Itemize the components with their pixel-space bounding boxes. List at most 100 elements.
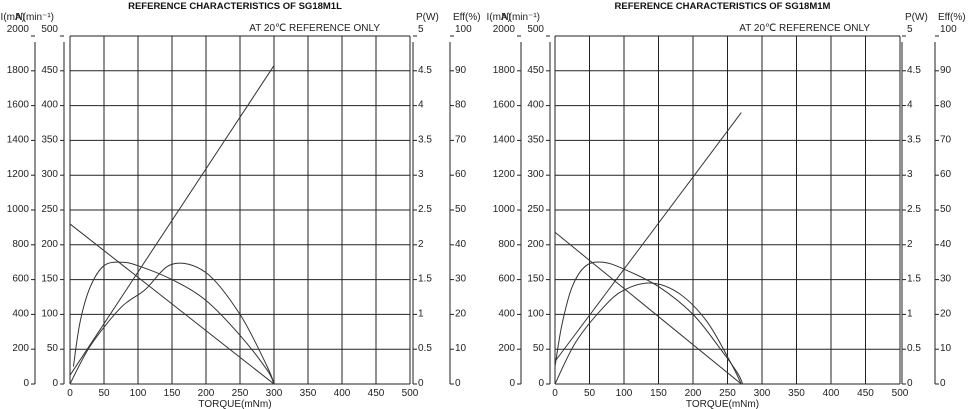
- axis-tick-label-speed: 500: [41, 24, 58, 35]
- x-tick-label: 250: [232, 388, 249, 399]
- axis-tick-label-current: 200: [498, 343, 515, 354]
- chart-title: REFERENCE CHARACTERISTICS OF SG18M1L: [128, 1, 342, 12]
- x-tick-label: 200: [685, 388, 702, 399]
- x-tick-label: 450: [857, 388, 874, 399]
- axis-title-efficiency: Eff(%): [453, 12, 481, 23]
- axis-title-current: I(mA): [487, 12, 511, 23]
- axis-tick-label-speed: 150: [41, 274, 58, 285]
- x-tick-label: 100: [616, 388, 633, 399]
- axis-tick-label-speed: 50: [47, 343, 59, 354]
- axis-tick-label-current: 400: [498, 308, 515, 319]
- x-tick-label: 100: [130, 388, 147, 399]
- axis-tick-label-speed: 350: [41, 134, 58, 145]
- axis-tick-label-power: 3: [907, 169, 913, 180]
- axis-title-power: P(W): [416, 12, 439, 23]
- axis-tick-label-speed: 250: [41, 204, 58, 215]
- axis-tick-label-power: 1: [907, 308, 913, 319]
- axis-title-current: I(mA): [1, 12, 25, 23]
- axis-tick-label-power: 0.5: [907, 343, 921, 354]
- axis-tick-label-current: 800: [12, 239, 29, 250]
- axis-tick-label-current: 1200: [493, 169, 516, 180]
- x-tick-label: 250: [719, 388, 736, 399]
- axis-tick-label-speed: 50: [533, 343, 545, 354]
- axis-tick-label-power: 4.5: [418, 65, 432, 76]
- plot-grid: [69, 35, 411, 385]
- axis-tick-label-efficiency: 100: [455, 24, 472, 35]
- axis-tick-label-efficiency: 30: [455, 274, 467, 285]
- axis-tick-label-power: 1.5: [418, 274, 432, 285]
- plot-grid: [554, 35, 901, 385]
- axis-tick-label-efficiency: 70: [940, 134, 952, 145]
- axis-title-speed: N(min⁻¹): [501, 12, 540, 23]
- axis-current: 0 200 400 600 800 1000 1200 1400 1600 1800 2000I(m…: [487, 12, 522, 389]
- axis-tick-label-current: 1800: [7, 65, 30, 76]
- axis-tick-label-power: 0: [418, 378, 424, 389]
- axis-power: 0 0.5 1 1.5 2 2.5 3 3.5 4 4.5 5P(W): [412, 12, 439, 389]
- axis-tick-label-current: 1200: [7, 169, 30, 180]
- x-tick-label: 0: [552, 388, 558, 399]
- axis-tick-label-current: 1400: [7, 134, 30, 145]
- axis-tick-label-efficiency: 60: [455, 169, 467, 180]
- axis-tick-label-power: 5: [418, 24, 424, 35]
- axis-tick-label-current: 400: [12, 308, 29, 319]
- axis-tick-label-efficiency: 10: [940, 343, 952, 354]
- x-tick-label: 400: [334, 388, 351, 399]
- x-tick-label: 200: [198, 388, 215, 399]
- axis-tick-label-speed: 0: [52, 378, 58, 389]
- x-axis-label: TORQUE(mNm): [198, 399, 271, 409]
- axis-tick-label-efficiency: 0: [940, 378, 946, 389]
- axis-tick-label-speed: 300: [527, 169, 544, 180]
- axis-tick-label-current: 1600: [493, 100, 516, 111]
- axis-tick-label-efficiency: 100: [940, 24, 957, 35]
- axis-tick-label-current: 600: [498, 274, 515, 285]
- series-line-efficiency: [72, 261, 275, 385]
- chart-panel-1: REFERENCE CHARACTERISTICS OF SG18M1L AT 2…: [1, 1, 481, 409]
- axis-tick-label-power: 3.5: [907, 134, 921, 145]
- x-tick-label: 500: [402, 388, 419, 399]
- axis-title-speed: N(min⁻¹): [15, 12, 54, 23]
- axis-tick-label-speed: 200: [41, 239, 58, 250]
- axis-tick-label-power: 4.5: [907, 65, 921, 76]
- axis-tick-label-efficiency: 0: [455, 378, 461, 389]
- axis-tick-label-current: 1400: [493, 134, 516, 145]
- x-tick-label: 400: [823, 388, 840, 399]
- axis-tick-label-power: 0.5: [418, 343, 432, 354]
- axis-tick-label-speed: 350: [527, 134, 544, 145]
- axis-tick-label-current: 800: [498, 239, 515, 250]
- chart-panel-2: REFERENCE CHARACTERISTICS OF SG18M1M AT 2…: [487, 1, 966, 409]
- axis-tick-label-efficiency: 50: [455, 204, 467, 215]
- axis-tick-label-speed: 100: [41, 308, 58, 319]
- series-line-power: [554, 282, 742, 385]
- axis-tick-label-efficiency: 20: [455, 308, 467, 319]
- axis-tick-label-speed: 150: [527, 274, 544, 285]
- axis-tick-label-speed: 100: [527, 308, 544, 319]
- axis-tick-label-efficiency: 40: [455, 239, 467, 250]
- axis-tick-label-current: 200: [12, 343, 29, 354]
- series-line-speed: [554, 231, 742, 385]
- x-tick-label: 350: [300, 388, 317, 399]
- axis-tick-label-efficiency: 50: [940, 204, 952, 215]
- axis-tick-label-speed: 450: [527, 65, 544, 76]
- x-axis-label: TORQUE(mNm): [686, 399, 759, 409]
- axis-tick-label-efficiency: 90: [940, 65, 952, 76]
- axis-tick-label-power: 3: [418, 169, 424, 180]
- axis-tick-label-power: 4: [907, 100, 913, 111]
- x-tick-label: 450: [368, 388, 385, 399]
- axis-tick-label-power: 1.5: [907, 274, 921, 285]
- axis-tick-label-speed: 200: [527, 239, 544, 250]
- axis-power: 0 0.5 1 1.5 2 2.5 3 3.5 4 4.5 5P(W): [901, 12, 928, 389]
- chart-title: REFERENCE CHARACTERISTICS OF SG18M1M: [615, 1, 831, 12]
- axis-tick-label-power: 1: [418, 308, 424, 319]
- axis-tick-label-efficiency: 90: [455, 65, 467, 76]
- axis-tick-label-current: 600: [12, 274, 29, 285]
- axis-tick-label-power: 0: [907, 378, 913, 389]
- series-line-power: [69, 262, 275, 385]
- axis-tick-label-speed: 0: [538, 378, 544, 389]
- x-tick-label: 50: [98, 388, 110, 399]
- axis-tick-label-power: 2: [907, 239, 913, 250]
- axis-current: 0 200 400 600 800 1000 1200 1400 1600 1800 2000I(m…: [1, 12, 36, 389]
- axis-tick-label-current: 1600: [7, 100, 30, 111]
